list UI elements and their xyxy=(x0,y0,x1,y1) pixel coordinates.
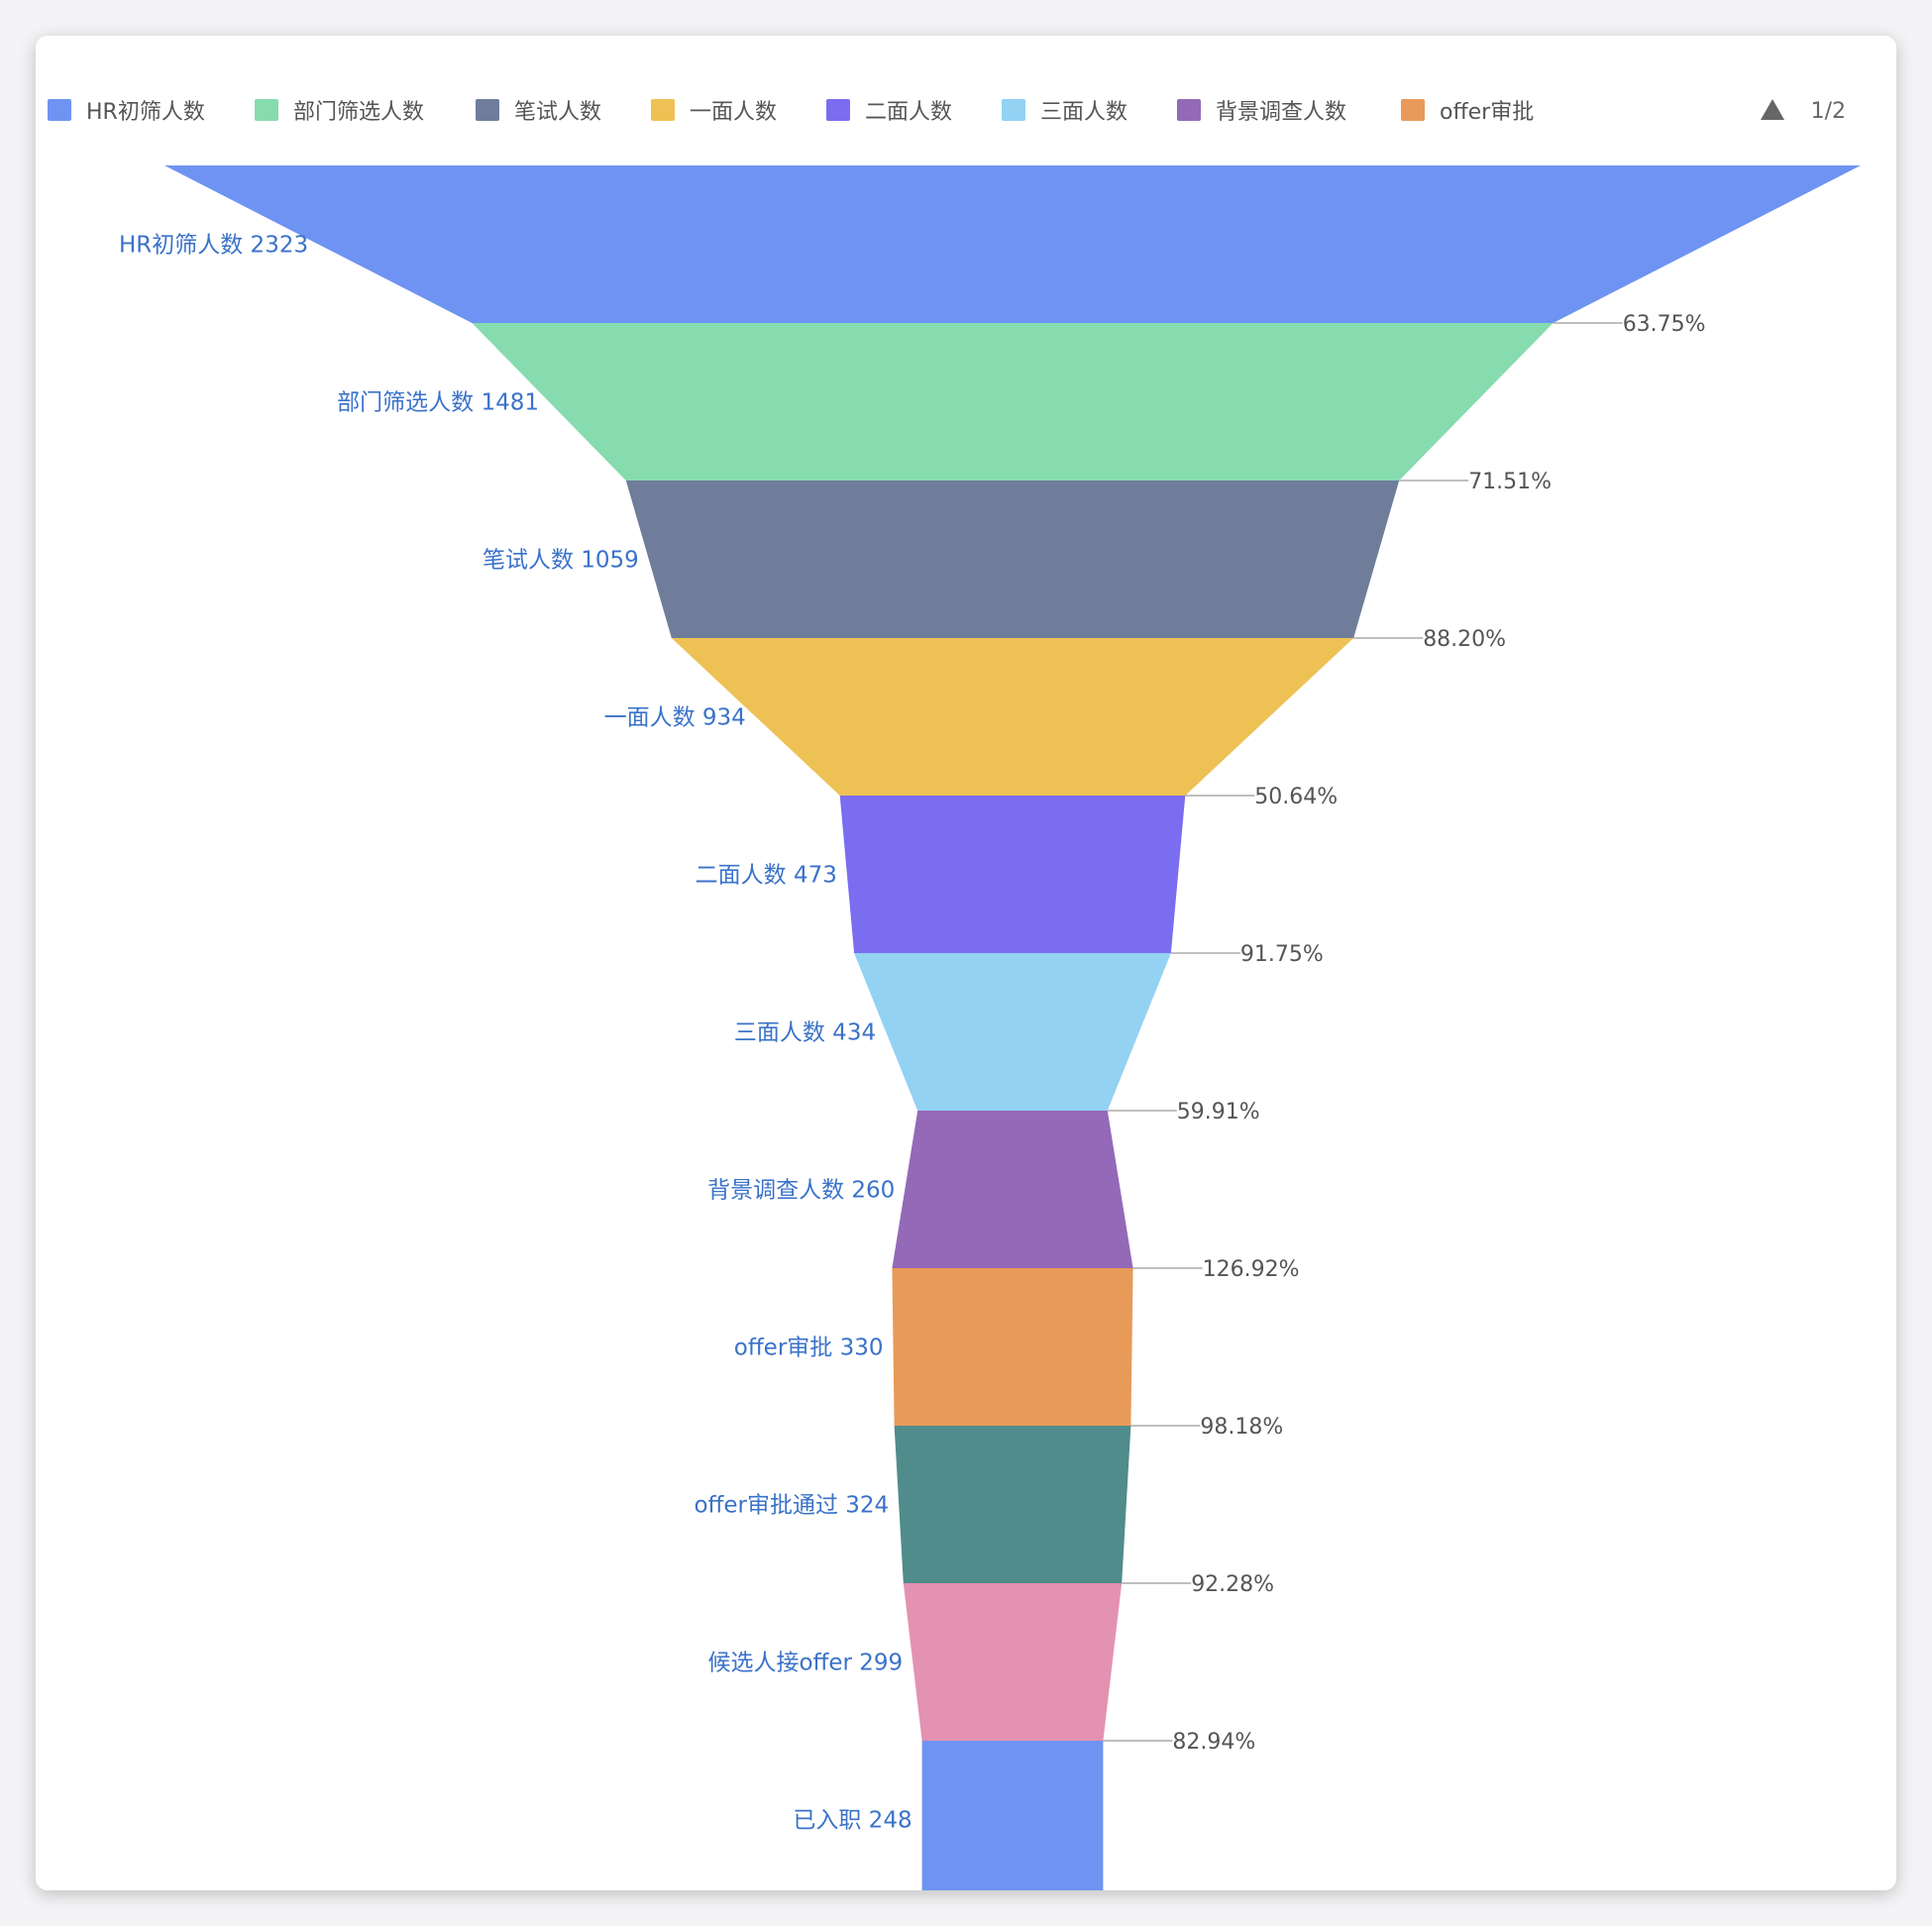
conversion-label: 82.94% xyxy=(1172,1730,1255,1755)
conversion-label: 92.28% xyxy=(1191,1572,1274,1597)
legend-item[interactable]: HR初筛人数 xyxy=(48,99,205,125)
chart-card: HR初筛人数 部门筛选人数 笔试人数 一面人数 二面人数 三面人数 背景调查人数 offer审… xyxy=(36,36,1896,1890)
funnel-stage[interactable] xyxy=(625,481,1400,638)
legend-label: 一面人数 xyxy=(690,100,777,125)
conversion-label: 91.75% xyxy=(1240,942,1324,967)
stage-label: 三面人数 434 xyxy=(734,1020,876,1046)
stage-label: offer审批通过 324 xyxy=(694,1493,889,1519)
legend-label: 背景调查人数 xyxy=(1216,100,1346,125)
funnel-stage[interactable] xyxy=(921,1741,1104,1890)
legend-item[interactable]: 一面人数 xyxy=(651,99,777,125)
funnel-stage[interactable] xyxy=(671,638,1354,796)
legend-pager[interactable]: 1/2 xyxy=(1761,99,1846,124)
stage-labels: HR初筛人数 2323 部门筛选人数 1481 笔试人数 1059 一面人数 934 二… xyxy=(119,233,912,1834)
legend-swatch xyxy=(476,99,499,121)
funnel-stage[interactable] xyxy=(164,165,1861,323)
stage-label: HR初筛人数 2323 xyxy=(119,233,308,259)
legend-swatch xyxy=(48,99,71,121)
funnel-stage[interactable] xyxy=(892,1111,1133,1268)
stage-label: 已入职 248 xyxy=(793,1808,912,1834)
funnel-stage[interactable] xyxy=(892,1268,1133,1426)
stage-label: offer审批 330 xyxy=(734,1336,884,1361)
legend-item[interactable]: 笔试人数 xyxy=(476,99,601,125)
legend-label: 三面人数 xyxy=(1040,100,1127,125)
legend-swatch xyxy=(1177,99,1201,121)
pager-up-arrow-icon[interactable] xyxy=(1761,99,1784,120)
funnel-stage[interactable] xyxy=(854,953,1171,1111)
legend-swatch xyxy=(255,99,278,121)
pager-text: 1/2 xyxy=(1811,99,1846,124)
legend-label: offer审批 xyxy=(1440,100,1534,125)
legend-item[interactable]: offer审批 xyxy=(1401,99,1534,125)
funnel-stage[interactable] xyxy=(839,796,1186,953)
conversion-label: 126.92% xyxy=(1203,1257,1300,1282)
legend-label: 部门筛选人数 xyxy=(293,100,424,125)
legend-label: 笔试人数 xyxy=(514,100,601,125)
funnel-stage[interactable] xyxy=(472,323,1554,481)
legend-label: HR初筛人数 xyxy=(86,100,205,125)
conversion-label: 98.18% xyxy=(1200,1415,1283,1440)
stage-label: 一面人数 934 xyxy=(604,705,746,731)
stage-label: 背景调查人数 260 xyxy=(707,1178,895,1204)
legend-item[interactable]: 背景调查人数 xyxy=(1177,99,1346,125)
conversion-label: 88.20% xyxy=(1423,627,1506,652)
funnel-stage[interactable] xyxy=(903,1583,1123,1741)
stage-label: 笔试人数 1059 xyxy=(483,548,639,574)
funnel-stage[interactable] xyxy=(894,1426,1131,1583)
conversion-label: 63.75% xyxy=(1623,312,1706,337)
legend-item[interactable]: 三面人数 xyxy=(1002,99,1127,125)
legend-swatch xyxy=(651,99,675,121)
funnel-chart: HR初筛人数 部门筛选人数 笔试人数 一面人数 二面人数 三面人数 背景调查人数 offer审… xyxy=(48,99,1861,1890)
stage-label: 部门筛选人数 1481 xyxy=(337,390,539,416)
legend-swatch xyxy=(1002,99,1025,121)
conversion-label: 71.51% xyxy=(1468,470,1552,494)
legend-item[interactable]: 二面人数 xyxy=(826,99,952,125)
stage-label: 二面人数 473 xyxy=(696,863,837,889)
conversion-label: 50.64% xyxy=(1254,785,1338,809)
funnel-stages xyxy=(164,165,1861,1890)
conversion-label: 59.91% xyxy=(1177,1100,1260,1124)
stage-label: 候选人接offer 299 xyxy=(707,1651,903,1676)
legend-item[interactable]: 部门筛选人数 xyxy=(255,99,424,125)
legend-swatch xyxy=(1401,99,1425,121)
legend-swatch xyxy=(826,99,850,121)
legend: HR初筛人数 部门筛选人数 笔试人数 一面人数 二面人数 三面人数 背景调查人数 offer审… xyxy=(48,99,1534,125)
legend-label: 二面人数 xyxy=(865,100,952,125)
conversion-labels: 63.75% 71.51% 88.20% 50.64% 91.75% 59.91% 126.… xyxy=(1103,312,1706,1755)
